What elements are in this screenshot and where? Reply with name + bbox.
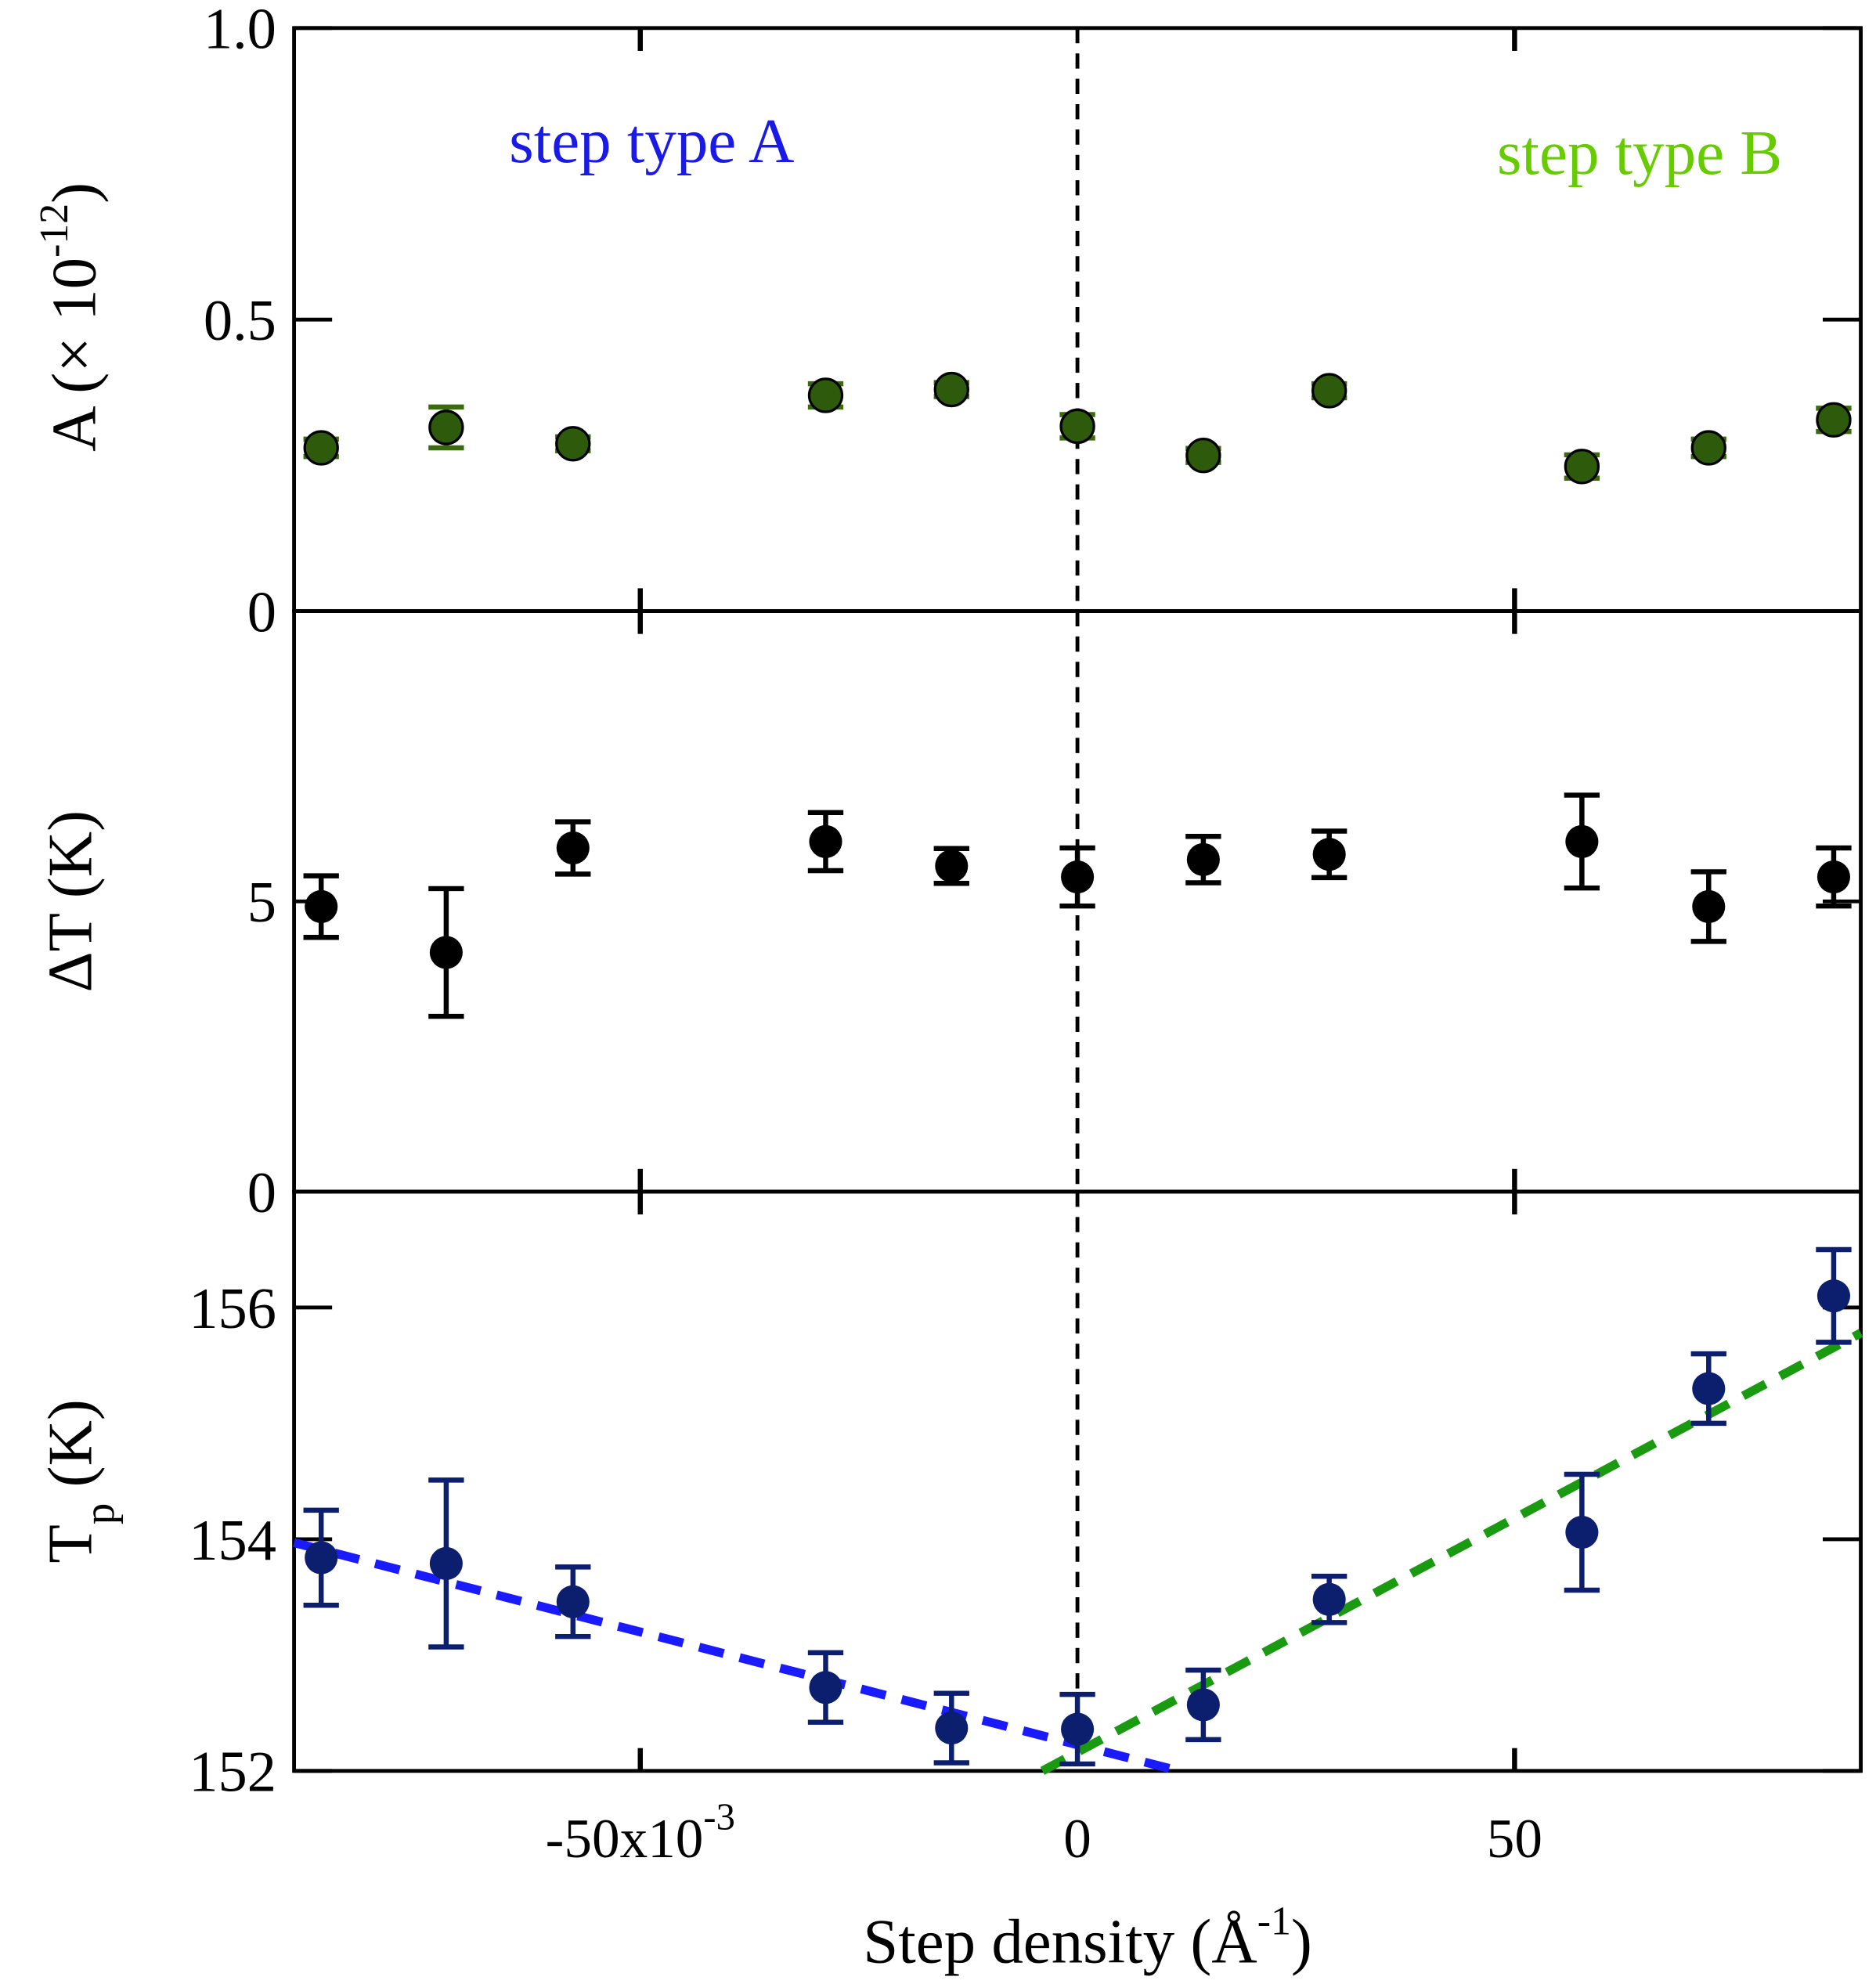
data-point xyxy=(1564,449,1600,485)
data-point xyxy=(1059,408,1095,445)
y-tick-label: 152 xyxy=(189,1741,276,1805)
y-tick-label: 0 xyxy=(247,1161,276,1225)
data-point xyxy=(1692,1372,1726,1405)
data-point xyxy=(933,371,969,408)
data-point xyxy=(1816,1279,1851,1313)
data-point xyxy=(1565,1515,1599,1549)
y-tick-label: 5 xyxy=(247,871,276,935)
data-point xyxy=(305,1541,338,1575)
data-point xyxy=(303,430,339,466)
panel-A: 0 0.5 1.0 step type A step type B A (× 10-12) xyxy=(32,0,1863,644)
fit-line xyxy=(293,1538,1181,1776)
data-point xyxy=(1690,430,1726,466)
x-tick-label: -50x10-3 xyxy=(546,1795,735,1870)
data-point xyxy=(1186,842,1220,876)
panel-deltaT: 0 5 ΔT (K) xyxy=(35,609,1863,1225)
data-point xyxy=(305,889,338,923)
y-tick-label: 0 xyxy=(247,580,276,644)
y-tick-label: 156 xyxy=(189,1277,276,1341)
data-point xyxy=(1186,1688,1220,1722)
panel-Tp: 152 154 156 Tp (K) xyxy=(35,1189,1863,1805)
data-point xyxy=(1312,1582,1346,1616)
data-point xyxy=(809,1671,842,1704)
data-point xyxy=(1565,824,1599,858)
data-point xyxy=(1816,860,1851,894)
data-point xyxy=(935,849,969,883)
data-point xyxy=(935,1712,969,1745)
y-tick-label: 154 xyxy=(189,1509,276,1573)
data-point xyxy=(1816,402,1852,438)
data-point xyxy=(429,1546,463,1581)
x-tick-label: 0 xyxy=(1063,1809,1091,1870)
data-point xyxy=(807,377,844,413)
data-point xyxy=(556,1585,590,1618)
data-point xyxy=(429,936,463,969)
data-point xyxy=(809,824,842,858)
data-point xyxy=(556,831,590,865)
data-point xyxy=(1312,838,1346,871)
fit-line xyxy=(1040,1329,1863,1775)
plot-panels: 0 0.5 1.0 step type A step type B A (× 10-12)… xyxy=(32,0,1863,1870)
data-point xyxy=(1061,860,1095,894)
annotation-label: step type A xyxy=(509,106,794,176)
data-point xyxy=(428,409,464,445)
y-tick-label: 0.5 xyxy=(204,289,276,353)
y-axis-label: ΔT (K) xyxy=(35,810,106,993)
x-tick-label: 50 xyxy=(1487,1809,1542,1870)
data-point xyxy=(555,426,591,462)
x-axis-label: Step density (Å-1) xyxy=(863,1899,1312,1977)
data-point xyxy=(1311,373,1347,409)
data-point xyxy=(1061,1712,1095,1746)
annotation-label: step type B xyxy=(1497,117,1782,188)
y-tick-label: 1.0 xyxy=(204,0,276,62)
data-point xyxy=(1185,438,1221,474)
y-axis-label: Tp (K) xyxy=(35,1399,124,1564)
y-axis-label: A (× 10-12) xyxy=(32,182,110,452)
data-point xyxy=(1692,889,1726,923)
